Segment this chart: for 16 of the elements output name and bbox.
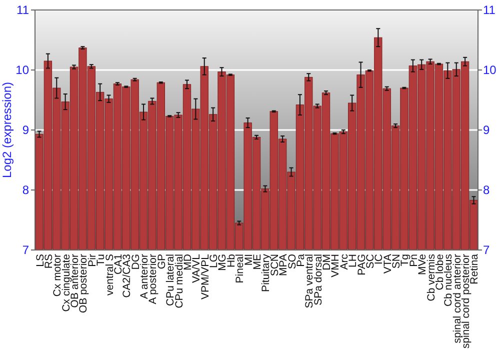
x-tick-label: MVe xyxy=(416,254,429,276)
y-tick-label: 8 xyxy=(22,183,30,198)
y-tick-label: 11 xyxy=(16,3,30,18)
y2-tick-label: 11 xyxy=(483,3,496,18)
x-tick-label: Tg xyxy=(399,254,412,266)
y-tick-label: 10 xyxy=(16,63,30,78)
x-tick-label: RS xyxy=(42,254,55,269)
y2-tick-label: 9 xyxy=(483,123,490,138)
y-tick-label: 9 xyxy=(22,123,30,138)
y2-tick-label: 7 xyxy=(483,243,490,258)
x-tick-label: DG xyxy=(130,254,142,270)
y2-tick-label: 10 xyxy=(483,63,497,78)
y-tick-label: 7 xyxy=(22,243,30,258)
y-axis-title: Log2 (expression) xyxy=(0,82,14,178)
y2-tick-label: 8 xyxy=(483,183,490,198)
x-tick-label: Arc xyxy=(338,254,350,270)
